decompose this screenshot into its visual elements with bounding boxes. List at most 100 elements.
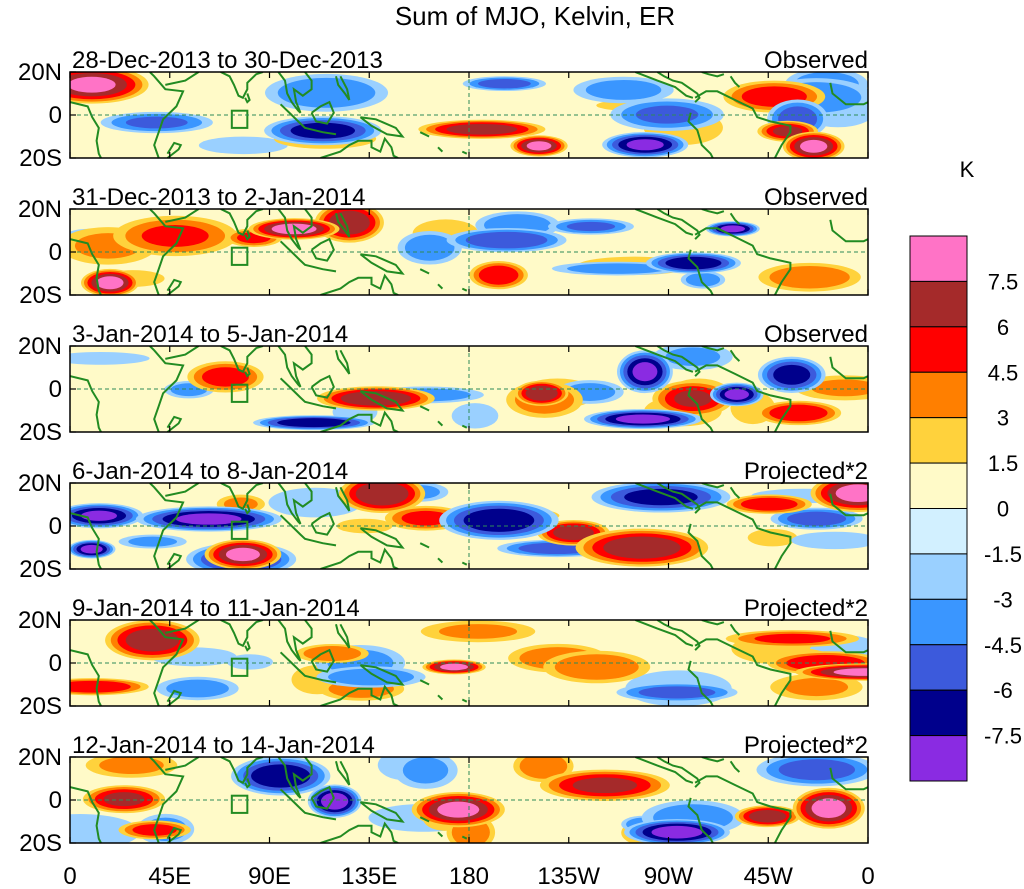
coastline [461,424,468,429]
anomaly-contour [638,686,716,699]
coastline [359,253,405,275]
coastline [829,493,868,517]
anomaly-contour [440,663,469,671]
panel-date-range: 31-Dec-2013 to 2-Jan-2014 [72,184,366,211]
anomaly-contour [784,678,849,697]
colorbar-level: 7.5 [988,269,1019,294]
coastline [166,826,183,843]
map-panel: 20N 0 20S 3-Jan-2014 to 5-Jan-2014 Observed [18,321,869,446]
longitude-label: 45W [744,863,794,889]
anomaly-contour [166,679,229,698]
coastline [277,483,313,525]
anomaly-contour [769,265,850,289]
anomaly-contour [277,77,376,108]
coastline [279,240,337,273]
colorbar-swatch [909,553,968,600]
anomaly-contour [740,497,798,511]
colorbar-swatch [909,280,968,328]
coastline [166,552,183,569]
coastline [694,501,792,569]
coastline [687,386,714,432]
coastline [461,561,468,566]
coastline [359,390,405,412]
anomaly-contour [835,484,868,503]
coastline [687,797,714,843]
coastline [320,547,399,569]
anomaly-contour [811,379,868,397]
colorbar: 7.5 6 4.5 3 1.5 0 -1.5 -3 -4.5 -6 -7.5 K [909,157,1022,782]
anomaly-contour [320,792,349,810]
panel-date-range: 3-Jan-2014 to 5-Jan-2014 [72,321,348,348]
panel-kind: Projected*2 [744,458,868,485]
colorbar-level: 6 [997,315,1009,340]
anomaly-contour [800,139,828,153]
anomaly-contour [198,136,288,155]
colorbar-swatch [909,417,968,464]
longitude-label: 180 [449,863,489,889]
coastline [694,364,792,432]
coastline [656,620,701,651]
colorbar-swatch [909,462,968,510]
coastline [166,278,183,295]
coastline [310,648,335,673]
anomaly-contour [519,757,568,779]
colorbar-unit: K [960,157,975,182]
colorbar-swatch [909,644,968,691]
coastline [149,209,185,295]
colorbar-level: 3 [997,406,1009,431]
anomaly-contour [632,362,658,382]
coastline [694,227,792,295]
anomaly-contour [99,757,164,775]
coastline [165,72,200,86]
anomaly-contour [526,141,552,151]
coastline [701,72,725,78]
anomaly-contour [128,536,177,547]
reference-box [230,794,249,814]
longitude-label: 45E [148,863,191,889]
coastline [656,346,701,377]
coastline [310,100,335,125]
coastline [729,760,741,773]
coastline [829,219,868,243]
latitude-label: 0 [49,650,62,677]
coastline [220,346,264,374]
anomaly-contour [615,414,671,424]
colorbar-swatch [909,326,968,373]
coastline [419,816,430,823]
coastline [220,209,264,237]
longitude-label: 90W [644,863,694,889]
coastline [634,209,694,236]
coastline [829,767,868,791]
coastline [687,249,714,295]
coastline [165,483,200,497]
latitude-label: 20S [19,419,62,446]
reference-box [230,383,249,403]
anomaly-contour [81,510,118,521]
colorbar-level: -4.5 [984,633,1022,658]
coastlines [70,209,868,295]
coastline [335,349,351,375]
coastline [419,542,430,549]
map-panel: 20N 0 20S 9-Jan-2014 to 11-Jan-2014 Projecte… [18,595,869,720]
anomaly-contour [585,79,662,100]
coastline [656,483,701,514]
anomaly-contour [477,78,531,89]
coastline [687,660,714,706]
coastline [701,620,725,626]
anomaly-contour [525,385,558,401]
coastline [335,760,351,786]
colorbar-swatch [909,371,968,419]
anomaly-contour [70,813,141,843]
longitude-label: 0 [63,863,76,889]
anomaly-contour [277,418,351,428]
coastline [277,72,313,114]
coastline [694,775,792,843]
coastline [70,649,102,706]
latitude-label: 20N [18,470,62,497]
anomaly-contour [70,352,150,365]
coastline [220,757,264,785]
coastline [461,150,468,155]
colorbar-level: 4.5 [988,360,1019,385]
coastline [279,103,337,136]
